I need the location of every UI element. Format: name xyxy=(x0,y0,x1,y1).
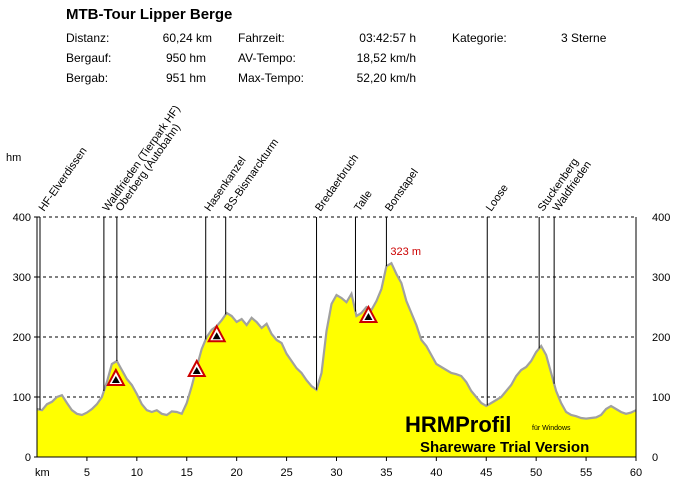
max-speed-value: 52,20 km/h xyxy=(356,71,416,85)
y-tick-label-right: 100 xyxy=(652,392,670,404)
avg-speed-value: 18,52 km/h xyxy=(356,51,416,65)
x-tick-label: 40 xyxy=(430,467,442,479)
climb-warning-icon xyxy=(187,358,207,377)
x-tick-label: 15 xyxy=(181,467,193,479)
waypoint-label: Waldfrieden (Tierpark HF) xyxy=(101,103,183,213)
x-tick-label: 55 xyxy=(580,467,592,479)
y-tick-label-left: 0 xyxy=(25,452,31,464)
watermark-brand-sub: für Windows xyxy=(532,425,571,432)
x-tick-label: 50 xyxy=(530,467,542,479)
waypoint-label: Talle xyxy=(352,188,375,213)
waypoint-label: Bonstapel xyxy=(383,167,421,214)
category-value: 3 Sterne xyxy=(561,31,607,45)
ascent-label: Bergauf: xyxy=(66,51,112,65)
watermark: HRMProfil für Windows Shareware Trial Ve… xyxy=(405,412,589,456)
waypoint-label: Oberberg (Autobahn) xyxy=(113,122,182,214)
ascent-value: 950 hm xyxy=(165,51,206,65)
avg-speed-label: AV-Tempo: xyxy=(238,51,296,65)
elevation-area xyxy=(37,263,636,457)
distance-value: 60,24 km xyxy=(162,31,212,45)
x-tick-label: 30 xyxy=(330,467,342,479)
x-tick-label: 5 xyxy=(84,467,90,479)
category-label: Kategorie: xyxy=(452,31,507,45)
watermark-trial: Shareware Trial Version xyxy=(420,439,589,456)
climb-warning-icon xyxy=(207,324,227,343)
x-tick-label: 60 xyxy=(630,467,642,479)
waypoint-label: HF-Elverdissen xyxy=(37,145,90,213)
x-tick-label: 45 xyxy=(480,467,492,479)
watermark-brand: HRMProfil xyxy=(405,412,511,437)
climb-warning-icon xyxy=(106,367,126,386)
x-axis-label: km xyxy=(35,467,50,479)
y-tick-label-left: 200 xyxy=(13,332,31,344)
time-label: Fahrzeit: xyxy=(238,31,285,45)
y-tick-label-left: 300 xyxy=(13,272,31,284)
chart-title: MTB-Tour Lipper Berge xyxy=(66,6,233,23)
peak-label: 323 m xyxy=(390,246,421,258)
y-axis-label: hm xyxy=(6,152,21,164)
x-tick-label: 20 xyxy=(231,467,243,479)
y-tick-label-right: 0 xyxy=(652,452,658,464)
descent-label: Bergab: xyxy=(66,71,109,85)
time-value: 03:42:57 h xyxy=(359,31,416,45)
y-tick-label-right: 200 xyxy=(652,332,670,344)
climb-warning-icon xyxy=(358,304,379,323)
elevation-outline xyxy=(36,261,637,420)
x-tick-label: 25 xyxy=(280,467,292,479)
x-tick-label: 35 xyxy=(380,467,392,479)
waypoint-label: Loose xyxy=(484,182,511,213)
distance-label: Distanz: xyxy=(66,31,110,45)
y-tick-label-right: 300 xyxy=(652,272,670,284)
y-tick-label-left: 400 xyxy=(13,212,31,224)
y-tick-label-right: 400 xyxy=(652,212,670,224)
descent-value: 951 hm xyxy=(165,71,206,85)
max-speed-label: Max-Tempo: xyxy=(238,71,305,85)
y-tick-label-left: 100 xyxy=(13,392,31,404)
x-tick-label: 10 xyxy=(131,467,143,479)
